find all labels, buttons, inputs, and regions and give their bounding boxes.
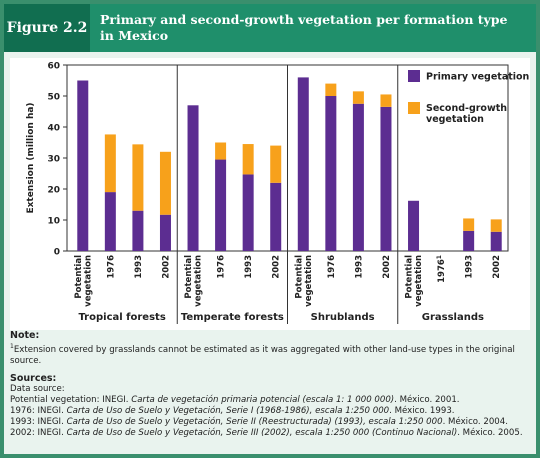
y-axis-label: Extension (million ha) [26, 102, 36, 213]
bar-primary [490, 231, 502, 251]
bar-second-growth [380, 94, 392, 107]
category-label: 19761 [436, 255, 447, 283]
bar-primary [187, 105, 199, 251]
sources-intro: Data source: [10, 383, 65, 394]
legend-swatch-second-growth [408, 102, 420, 114]
category-label: 2002 [382, 255, 392, 279]
figure-title: Primary and second-growth vegetation per… [100, 12, 508, 43]
bar-primary [463, 230, 475, 251]
legend-label-primary: Primary vegetation [426, 72, 530, 83]
group-label: Tropical forests [78, 312, 165, 323]
y-tick-label: 20 [47, 186, 60, 196]
bar-primary [104, 192, 116, 251]
plot-panel: Extension (million ha) 0 10 20 30 40 50 60 Poten… [10, 58, 530, 330]
bar-second-growth [325, 83, 337, 96]
category-label: 1993 [354, 255, 364, 279]
y-tick-label: 60 [47, 62, 60, 72]
group-label: Grasslands [422, 312, 484, 323]
bar-primary [215, 159, 227, 251]
bar-second-growth [270, 145, 282, 183]
source-suffix: . México. 2004. [442, 416, 508, 427]
figure-label: Figure 2.2 [4, 4, 90, 52]
source-suffix: . México. 2001. [394, 394, 460, 405]
bar-primary [325, 96, 337, 251]
category-label: 2002 [272, 255, 282, 279]
legend-label-second-growth: Second-growth vegetation [426, 103, 507, 125]
y-tick-label: 0 [54, 248, 60, 258]
note-heading: Note: [10, 330, 40, 341]
bar-primary [297, 77, 309, 252]
category-label: 1976 [106, 255, 116, 279]
notes-block: Note: 1Extension covered by grasslands c… [10, 330, 530, 439]
category-label: Potentialvegetation [184, 255, 204, 307]
category-label: Potentialvegetation [405, 255, 425, 307]
bar-second-growth [352, 91, 364, 104]
bar-primary [242, 174, 254, 251]
bar-primary [270, 182, 282, 251]
bar-primary [380, 106, 392, 251]
source-line: 1993: INEGI. Carta de Uso de Suelo y Veg… [10, 417, 530, 428]
y-tick-label: 10 [47, 217, 60, 227]
bar-primary [132, 210, 144, 251]
source-prefix: 1976: INEGI. [10, 405, 67, 416]
source-prefix: 2002: INEGI. [10, 427, 67, 438]
source-prefix: 1993: INEGI. [10, 416, 67, 427]
source-title: Carta de Uso de Suelo y Vegetación, Seri… [66, 427, 458, 438]
bar-second-growth [490, 219, 502, 232]
y-tick-label: 40 [47, 124, 60, 134]
source-suffix: . México. 2005. [457, 427, 523, 438]
category-label: 1993 [134, 255, 144, 279]
source-title: Carta de Uso de Suelo y Vegetación, Seri… [66, 405, 390, 416]
source-title: Carta de vegetación primaria potencial (… [131, 394, 395, 405]
note-footnote-mark: 1 [10, 343, 14, 350]
bar-primary [77, 80, 89, 251]
bar-second-growth [463, 218, 475, 231]
sources-heading: Sources: [10, 372, 57, 384]
bar-primary [352, 103, 364, 251]
stacked-bar-chart: Extension (million ha) 0 10 20 30 40 50 60 Poten… [26, 62, 530, 324]
bar-primary [408, 200, 420, 251]
category-label: 1993 [465, 255, 475, 279]
category-label: 1976 [327, 255, 337, 279]
note-body: Extension covered by grasslands cannot b… [10, 344, 515, 366]
source-prefix: Potential vegetation: INEGI. [10, 394, 132, 405]
source-line: 1976: INEGI. Carta de Uso de Suelo y Veg… [10, 406, 530, 417]
source-line: Potential vegetation: INEGI. Carta de ve… [10, 395, 530, 406]
bar-second-growth [132, 144, 144, 211]
source-line: 2002: INEGI. Carta de Uso de Suelo y Veg… [10, 428, 530, 439]
category-label: 2002 [161, 255, 171, 279]
y-tick-label: 50 [47, 93, 60, 103]
group-label: Shrublands [311, 312, 375, 323]
source-suffix: . México. 1993. [389, 405, 455, 416]
category-label: Potentialvegetation [294, 255, 314, 307]
bar-second-growth [215, 142, 227, 160]
source-title: Carta de Uso de Suelo y Vegetación, Seri… [66, 416, 443, 427]
y-tick-label: 30 [47, 155, 60, 165]
bar-second-growth [159, 151, 171, 215]
category-label: Potentialvegetation [74, 255, 94, 307]
bar-second-growth [104, 134, 116, 193]
group-label: Temperate forests [181, 312, 284, 323]
note-text: 1Extension covered by grasslands cannot … [10, 341, 530, 367]
figure-header: Figure 2.2 Primary and second-growth veg… [4, 4, 536, 52]
bar-primary [159, 214, 171, 251]
bar-second-growth [242, 144, 254, 175]
category-label: 1976 [217, 255, 227, 279]
legend-swatch-primary [408, 70, 420, 82]
category-label: 2002 [492, 255, 502, 279]
category-label: 1993 [244, 255, 254, 279]
